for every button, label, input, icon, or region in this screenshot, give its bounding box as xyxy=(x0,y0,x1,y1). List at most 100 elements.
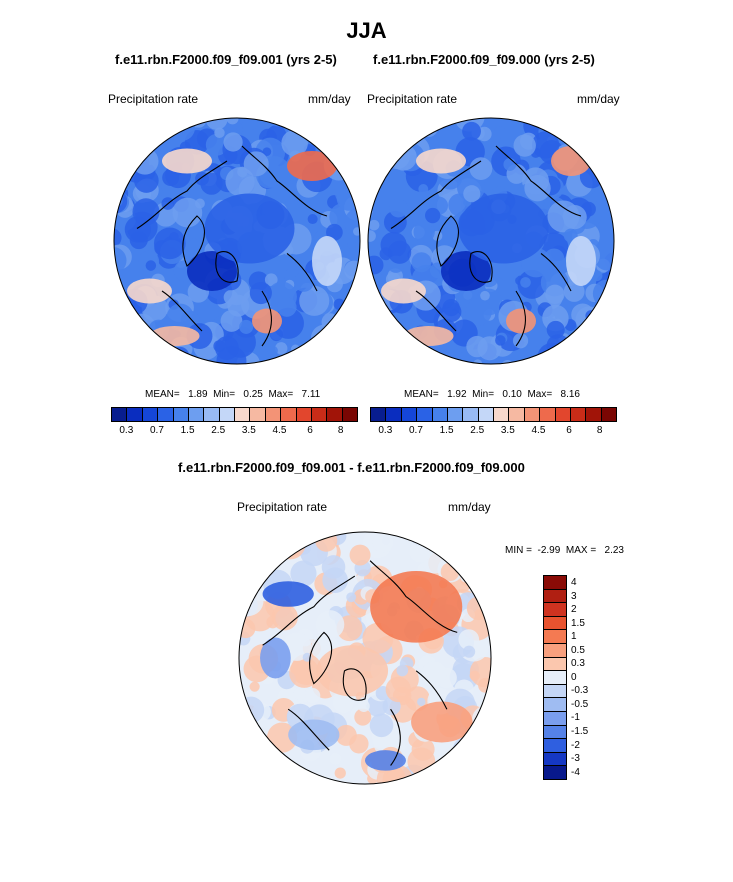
colorbar-swatch xyxy=(173,408,189,421)
panel-1-units: mm/day xyxy=(308,92,351,106)
field-cell xyxy=(469,766,481,778)
field-cell xyxy=(374,325,393,344)
colorbar-tick-label: -2 xyxy=(571,739,580,751)
field-cell xyxy=(462,645,476,658)
field-cell xyxy=(114,349,125,364)
colorbar-swatch xyxy=(601,408,616,421)
field-cell xyxy=(334,767,346,779)
panel-2-stats: MEAN= 1.92 Min= 0.10 Max= 8.16 xyxy=(404,389,580,400)
field-cell xyxy=(373,300,385,312)
colorbar-swatch xyxy=(544,616,566,631)
colorbar-tick-label: 3 xyxy=(571,590,577,602)
colorbar-swatch xyxy=(570,408,587,421)
field-cell xyxy=(547,200,580,233)
field-feature xyxy=(252,308,282,334)
field-feature xyxy=(458,193,549,264)
field-cell xyxy=(396,664,409,677)
field-cell xyxy=(200,172,223,195)
field-feature xyxy=(149,326,200,346)
field-cell xyxy=(259,753,280,774)
field-cell xyxy=(384,315,396,328)
field-cell xyxy=(332,691,354,714)
field-cell xyxy=(368,121,376,138)
field-cell xyxy=(271,118,280,123)
field-cell xyxy=(347,332,360,347)
field-cell xyxy=(384,341,414,364)
colorbar-tick-label: 0.5 xyxy=(571,644,585,656)
panel-2-units: mm/day xyxy=(577,92,620,106)
field-cell xyxy=(274,532,306,560)
coastline-path xyxy=(215,251,239,283)
colorbar-swatch xyxy=(463,408,479,421)
panel-1-colorbar xyxy=(111,407,358,422)
field-cell xyxy=(437,532,464,557)
colorbar-swatch xyxy=(555,408,571,421)
coastline-path xyxy=(415,290,457,332)
field-cell xyxy=(488,613,491,622)
field-cell xyxy=(242,725,259,743)
field-cell xyxy=(457,766,481,784)
colorbar-swatch xyxy=(509,408,525,421)
field-feature xyxy=(316,645,389,697)
field-cell xyxy=(132,198,160,226)
field-cell xyxy=(333,298,346,311)
colorbar-tick-label: 4.5 xyxy=(272,425,287,436)
field-cell xyxy=(471,747,490,766)
field-cell xyxy=(458,629,480,650)
coastline-path xyxy=(515,290,526,347)
colorbar-swatch xyxy=(544,603,566,617)
panel-3-max-value: 2.23 xyxy=(604,545,624,556)
field-cell xyxy=(452,737,479,763)
field-cell xyxy=(329,752,342,765)
field-cell xyxy=(513,134,536,157)
field-cell xyxy=(172,197,203,228)
field-cell xyxy=(597,307,614,330)
coastline-path xyxy=(287,708,330,751)
panel-1-min-label: Min= xyxy=(213,389,236,400)
field-cell xyxy=(480,290,490,301)
colorbar-swatch xyxy=(417,408,433,421)
field-cell xyxy=(368,178,376,197)
field-cell xyxy=(454,532,479,543)
field-cell xyxy=(123,165,136,178)
colorbar-tick-label: 0.3 xyxy=(378,425,393,436)
field-cell xyxy=(359,697,369,707)
field-feature xyxy=(506,308,536,334)
field-cell xyxy=(344,299,355,311)
field-cell xyxy=(265,549,281,565)
field-cell xyxy=(239,565,249,584)
field-cell xyxy=(293,271,314,292)
field-feature xyxy=(416,148,466,174)
field-cell xyxy=(494,126,506,139)
field-feature xyxy=(381,278,426,304)
field-cell xyxy=(606,327,614,346)
colorbar-swatch xyxy=(544,725,566,740)
field-cell xyxy=(310,324,339,352)
field-cell xyxy=(350,154,360,166)
field-cell xyxy=(152,350,166,364)
coastlines xyxy=(136,145,328,347)
field-feature xyxy=(312,236,342,286)
field-cell xyxy=(354,708,372,726)
coastline-path xyxy=(390,708,401,766)
colorbar-swatch xyxy=(544,671,566,685)
panel-2-min-label: Min= xyxy=(472,389,495,400)
field-cell xyxy=(372,532,394,553)
field-cell xyxy=(330,318,357,345)
field-cell xyxy=(249,681,260,692)
field-cell xyxy=(384,340,408,363)
field-cell xyxy=(299,285,330,316)
field-cell xyxy=(517,269,547,299)
field-cell xyxy=(432,769,442,779)
coastline-path xyxy=(540,253,572,292)
field-cell xyxy=(322,567,348,593)
field-cell xyxy=(214,127,225,139)
panel-2-left-label: Precipitation rate xyxy=(367,92,458,106)
colorbar-swatch xyxy=(204,408,220,421)
colorbar-swatch xyxy=(281,408,297,421)
field-cell xyxy=(321,118,346,140)
colorbar-tick-label: 0.7 xyxy=(408,425,423,436)
coastline-path xyxy=(241,145,328,217)
field-cell xyxy=(114,142,131,168)
field-cell xyxy=(462,741,490,769)
